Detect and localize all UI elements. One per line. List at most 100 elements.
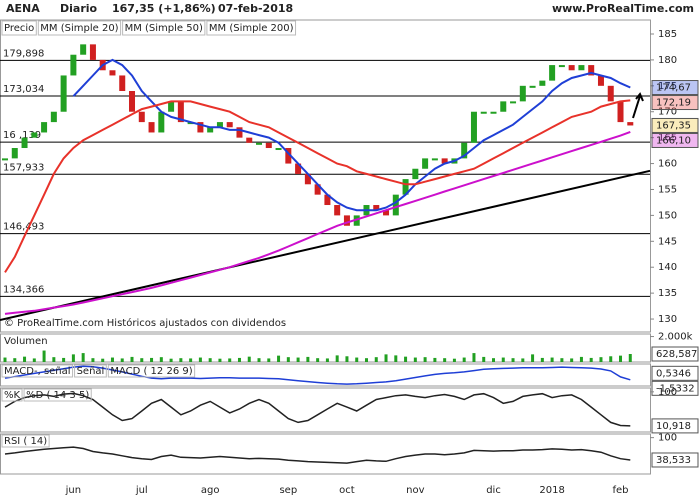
volume-bar	[345, 356, 349, 362]
volume-bar	[277, 355, 281, 362]
candle	[490, 111, 497, 114]
candle	[383, 210, 390, 216]
value-tag	[651, 418, 699, 434]
volume-bar	[374, 357, 378, 362]
volume-bar	[570, 358, 574, 362]
y-tick-label: 150	[658, 210, 677, 221]
candle	[539, 80, 546, 86]
indicator-line	[4, 446, 631, 464]
volume-bar	[169, 358, 173, 362]
legend-box	[107, 364, 196, 378]
value-tag-label: 174,67	[656, 83, 691, 94]
volume-bar	[110, 357, 114, 362]
x-tick-label: feb	[612, 485, 628, 496]
panel-frame	[0, 19, 651, 333]
value-tag	[651, 95, 699, 111]
volume-bar	[492, 358, 495, 362]
volume-bar	[550, 357, 554, 362]
site: www.ProRealTime.com	[552, 2, 694, 15]
x-tick-label: 2018	[539, 485, 564, 496]
candle	[246, 137, 253, 143]
candle	[558, 65, 565, 68]
x-tick-label: dic	[486, 485, 501, 496]
volume-bar	[198, 357, 202, 362]
volume-bar	[120, 358, 124, 362]
y-tick-label: 140	[658, 262, 677, 273]
volume-bar	[540, 357, 544, 362]
legend-box	[23, 388, 92, 402]
legend-entry: RSI ( 14)	[4, 436, 47, 447]
legend-entry: MM (Simple 20)	[40, 23, 118, 34]
volume-bar	[3, 357, 7, 362]
level-label: 146,493	[3, 222, 44, 233]
candle	[11, 148, 18, 159]
candle	[627, 122, 634, 126]
candle	[334, 205, 341, 216]
candle	[412, 168, 419, 180]
legend-entry: %D ( 14 3 5)	[26, 390, 89, 401]
volume-bar	[413, 357, 417, 362]
footer: © ProRealTime.com Históricos ajustados c…	[4, 317, 286, 329]
volume-bar	[560, 358, 564, 362]
candle	[500, 101, 507, 112]
value-tag	[651, 117, 699, 133]
candle	[441, 158, 448, 164]
candle	[402, 179, 409, 195]
legend-box	[206, 20, 297, 36]
x-tick-label: jul	[135, 485, 148, 496]
candle	[470, 111, 477, 143]
y-tick-label: 100	[658, 387, 677, 398]
volume-bar	[237, 357, 241, 362]
level-label: 16 ,139	[3, 130, 41, 141]
candle	[216, 122, 223, 128]
value-tag	[651, 380, 699, 396]
candle	[236, 127, 243, 138]
value-tag	[651, 452, 699, 468]
y-tick-label: 175	[658, 81, 677, 92]
candle	[21, 137, 28, 149]
candle	[41, 122, 48, 133]
value-tag-label: 166,10	[656, 135, 691, 146]
candle	[304, 173, 311, 185]
volume-bar	[619, 355, 623, 362]
legend-box	[74, 364, 107, 378]
volume-bar	[364, 358, 368, 362]
volume-bar	[52, 357, 56, 362]
panel-frame	[0, 363, 651, 387]
volume-bar	[208, 358, 212, 362]
y-tick-label: 135	[658, 288, 677, 299]
volume-bar	[150, 357, 154, 362]
volume-bar	[462, 357, 466, 362]
volume-bar	[355, 357, 359, 362]
candle	[109, 70, 116, 76]
candle	[285, 148, 292, 164]
legend-box	[1, 434, 50, 448]
level-label: 173,034	[3, 84, 44, 95]
volume-bar	[589, 357, 593, 362]
candle	[295, 163, 302, 174]
volume-bar	[296, 357, 300, 362]
candle	[549, 65, 556, 81]
volume-bar	[511, 358, 515, 362]
candle	[207, 127, 214, 133]
y-tick-label: 155	[658, 184, 677, 195]
moving-average	[4, 130, 631, 315]
y-tick-label: 2.000k	[658, 332, 693, 343]
volume-bar	[579, 356, 583, 362]
volume-bar	[140, 358, 144, 362]
level-label: 179,898	[3, 48, 44, 59]
volume-bar	[62, 357, 66, 362]
candle	[568, 65, 575, 71]
value-tag	[651, 132, 699, 148]
value-tag-label: 167,35	[656, 120, 691, 131]
volume-bar	[101, 358, 105, 362]
volume-bar	[286, 357, 290, 362]
volume-bar	[13, 358, 17, 362]
volume-bar	[335, 355, 339, 362]
candle	[168, 101, 175, 112]
candle	[265, 142, 272, 149]
value-tag	[651, 80, 699, 96]
legend-box	[122, 20, 206, 36]
volume-bar	[394, 355, 398, 362]
